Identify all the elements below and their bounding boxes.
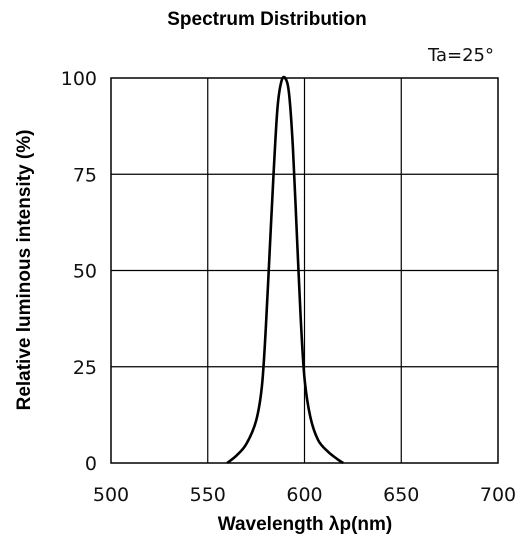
y-tick-labels: 0 25 50 75 100 <box>61 68 97 475</box>
y-tick-label: 100 <box>61 68 97 90</box>
y-tick-label: 75 <box>73 164 97 186</box>
grid <box>111 78 498 463</box>
temperature-annotation: Ta=25° <box>427 45 494 66</box>
plot-frame <box>110 77 499 464</box>
x-axis-label: Wavelength λp(nm) <box>218 514 393 535</box>
y-tick-label: 25 <box>73 357 97 379</box>
chart-title: Spectrum Distribution <box>167 9 367 30</box>
y-tick-label: 0 <box>85 453 97 475</box>
y-axis-label: Relative luminous intensity (%) <box>14 130 35 411</box>
x-tick-label: 500 <box>93 484 129 506</box>
x-tick-labels: 500 550 600 650 700 <box>93 484 516 506</box>
y-tick-label: 50 <box>73 261 97 283</box>
x-tick-label: 600 <box>286 484 322 506</box>
x-tick-label: 700 <box>480 484 516 506</box>
x-tick-label: 650 <box>383 484 419 506</box>
x-tick-label: 550 <box>190 484 226 506</box>
